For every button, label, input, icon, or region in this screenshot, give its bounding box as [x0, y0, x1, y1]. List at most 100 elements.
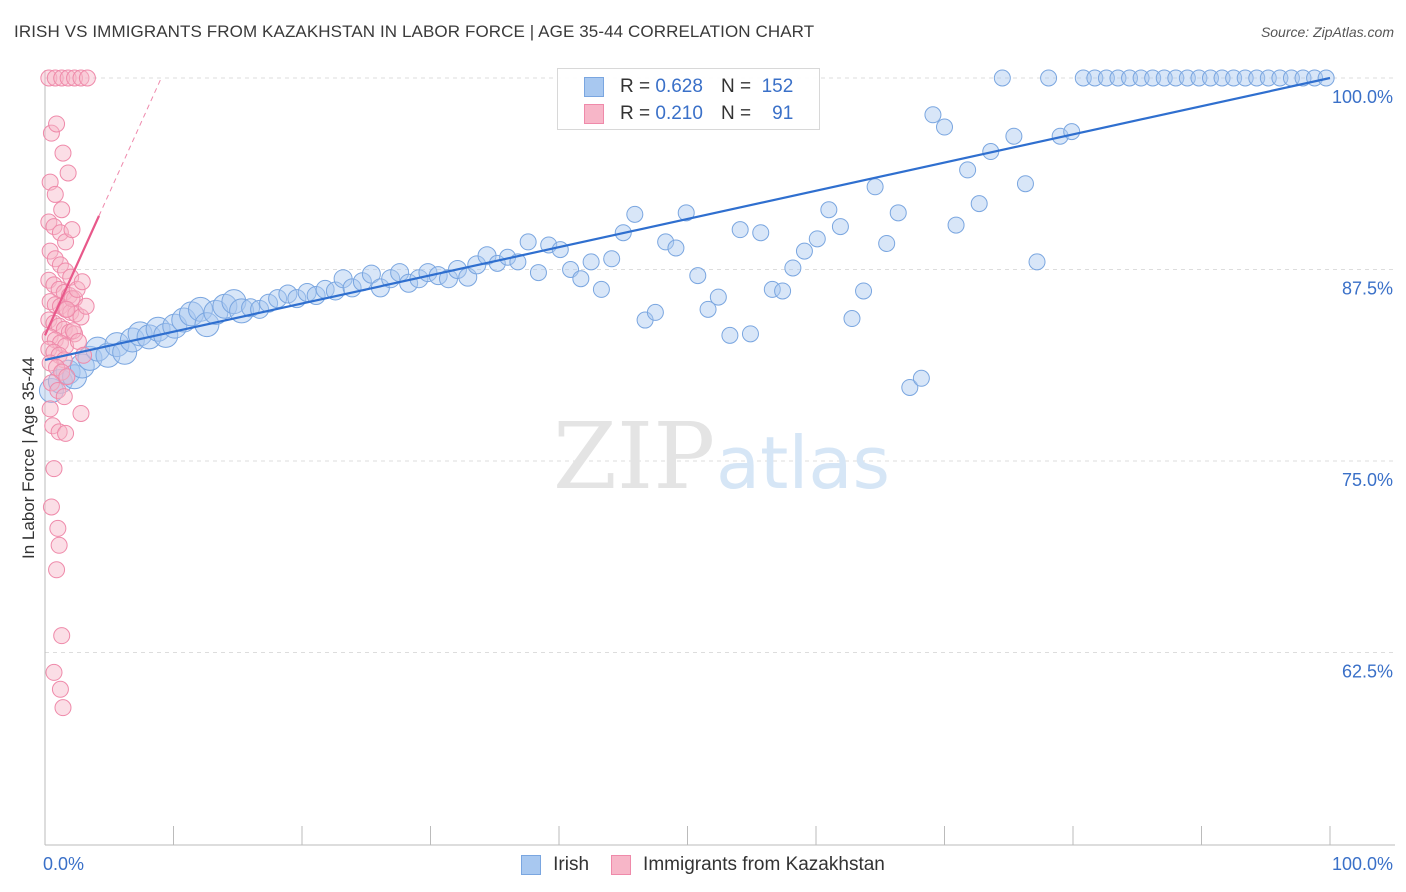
- irish-point: [993, 69, 1011, 87]
- kazakhstan-point: [54, 144, 72, 162]
- y-tick-label: 87.5%: [1342, 279, 1393, 299]
- irish-point: [752, 224, 770, 242]
- kazakhstan-point: [50, 536, 68, 554]
- kazakhstan-point: [77, 297, 95, 315]
- kazakhstan-point: [78, 69, 96, 87]
- kazakhstan-trend-extension: [98, 77, 162, 217]
- kazakhstan-point: [42, 498, 60, 516]
- irish-point: [657, 233, 675, 251]
- irish-point: [551, 241, 569, 259]
- legend-item-irish[interactable]: Irish: [521, 854, 589, 876]
- irish-point: [1063, 123, 1081, 141]
- kazakhstan-points: [40, 69, 96, 717]
- irish-point: [1109, 69, 1127, 87]
- kazakhstan-point: [53, 201, 71, 219]
- irish-point: [731, 221, 749, 239]
- irish-point: [878, 234, 896, 252]
- kazakhstan-legend-swatch: [611, 855, 632, 875]
- irish-point: [843, 310, 861, 328]
- series-legend: Irish Immigrants from Kazakhstan: [0, 852, 1406, 878]
- kazakhstan-point: [58, 300, 76, 318]
- kazakhstan-point: [40, 340, 58, 358]
- irish-point: [689, 267, 707, 285]
- irish-point: [95, 342, 121, 368]
- irish-point: [1259, 69, 1277, 87]
- irish-point: [1074, 69, 1092, 87]
- irish-point: [1040, 69, 1058, 87]
- kazakhstan-point: [53, 627, 71, 645]
- kazakhstan-trend-line: [43, 215, 100, 336]
- y-axis-label: In Labor Force | Age 35-44: [19, 357, 38, 559]
- kaz-n-label: N =: [720, 103, 752, 124]
- irish-point: [268, 289, 288, 309]
- source-label: Source: ZipAtlas.com: [1260, 24, 1394, 40]
- irish-point: [69, 353, 95, 379]
- kazakhstan-point: [54, 699, 72, 717]
- irish-r-label: R =: [620, 76, 651, 97]
- irish-point: [1178, 69, 1196, 87]
- kazakhstan-point: [66, 69, 84, 87]
- kazakhstan-point: [53, 69, 71, 87]
- kazakhstan-point: [59, 69, 77, 87]
- irish-legend-label: Irish: [553, 854, 590, 875]
- irish-point: [259, 293, 279, 313]
- irish-point: [572, 270, 590, 288]
- kaz-n-value: 91: [772, 103, 794, 124]
- irish-point: [699, 300, 717, 318]
- irish-point: [901, 378, 919, 396]
- kazakhstan-point: [55, 388, 73, 406]
- irish-point: [959, 161, 977, 179]
- irish-point: [741, 325, 759, 343]
- kazakhstan-point: [40, 213, 58, 231]
- irish-point: [1097, 69, 1115, 87]
- kazakhstan-point: [41, 400, 59, 418]
- irish-point: [519, 233, 537, 251]
- irish-point: [1248, 69, 1266, 87]
- irish-point: [1236, 69, 1254, 87]
- kazakhstan-point: [46, 185, 64, 203]
- x-tick-label: 100.0%: [1332, 854, 1393, 874]
- irish-point: [229, 298, 255, 324]
- irish-point: [1225, 69, 1243, 87]
- kazakhstan-point: [72, 405, 90, 423]
- irish-point: [1121, 69, 1139, 87]
- kazakhstan-point: [48, 115, 66, 133]
- irish-point: [626, 205, 644, 223]
- irish-r-value: 0.628: [655, 76, 703, 97]
- irish-point: [592, 280, 610, 298]
- irish-point: [1028, 253, 1046, 271]
- irish-n-label: N =: [720, 76, 752, 97]
- kazakhstan-point: [41, 293, 59, 311]
- irish-point: [721, 326, 739, 344]
- kazakhstan-point: [63, 221, 81, 239]
- irish-legend-swatch: [521, 855, 542, 875]
- watermark-zip: ZIP: [553, 403, 715, 510]
- irish-point: [1190, 69, 1208, 87]
- irish-point: [808, 230, 826, 248]
- irish-point: [889, 204, 907, 222]
- kazakhstan-point: [57, 424, 75, 442]
- irish-point: [912, 369, 930, 387]
- irish-point: [924, 106, 942, 124]
- irish-point: [677, 204, 695, 222]
- legend-row-irish: R = 0.628 N = 152: [584, 75, 793, 99]
- kazakhstan-point: [45, 663, 63, 681]
- y-tick-label: 100.0%: [1332, 87, 1393, 107]
- kazakhstan-point: [46, 69, 64, 87]
- legend-item-kazakhstan[interactable]: Immigrants from Kazakhstan: [611, 854, 885, 876]
- irish-point: [1155, 69, 1173, 87]
- kazakhstan-point: [73, 273, 91, 291]
- irish-point: [866, 178, 884, 196]
- irish-point: [278, 284, 298, 304]
- irish-point: [1144, 69, 1162, 87]
- irish-point: [1132, 69, 1150, 87]
- y-tick-label: 75.0%: [1342, 470, 1393, 490]
- kaz-r-label: R =: [620, 103, 651, 124]
- irish-point: [774, 282, 792, 300]
- watermark-atlas: atlas: [716, 421, 890, 505]
- kazakhstan-point: [48, 561, 66, 579]
- kazakhstan-point: [58, 368, 76, 386]
- irish-swatch: [584, 77, 604, 97]
- irish-n-value: 152: [761, 76, 794, 97]
